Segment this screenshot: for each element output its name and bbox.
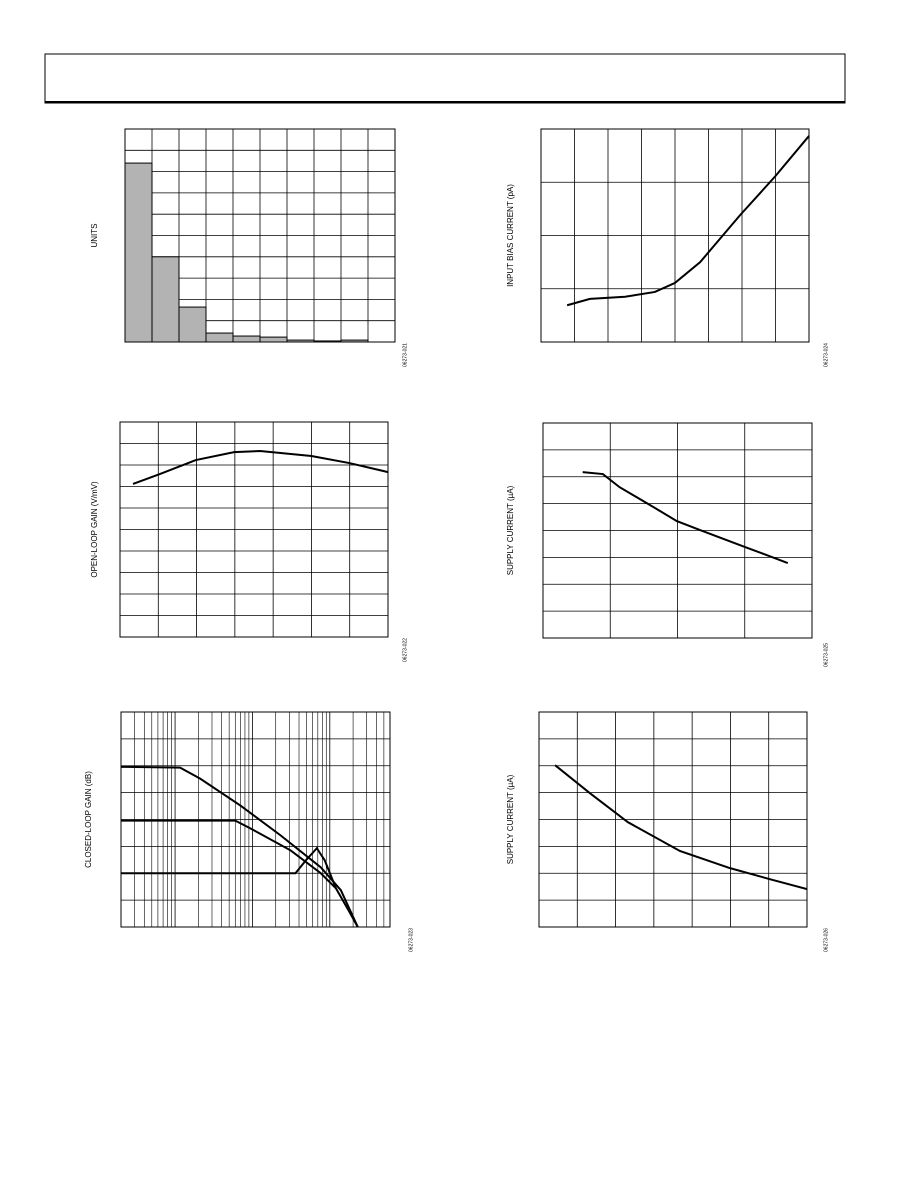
y-axis-label: INPUT BIAS CURRENT (pA) bbox=[506, 184, 515, 287]
figure-code: 06273-023 bbox=[408, 928, 414, 952]
bar bbox=[151, 256, 180, 343]
figure-code: 06273-022 bbox=[402, 638, 408, 662]
bar bbox=[124, 162, 153, 343]
header-box bbox=[44, 53, 846, 104]
y-axis-label: SUPPLY CURRENT (µA) bbox=[506, 774, 515, 864]
figure-code: 06273-021 bbox=[402, 343, 408, 367]
bar bbox=[340, 339, 369, 343]
data-line bbox=[554, 764, 808, 891]
y-axis-label: CLOSED-LOOP GAIN (dB) bbox=[84, 771, 93, 868]
data-line bbox=[121, 819, 337, 890]
figure-code: 06273-025 bbox=[823, 643, 829, 667]
y-axis-label: UNITS bbox=[90, 224, 99, 248]
y-axis-label: OPEN-LOOP GAIN (V/mV) bbox=[90, 481, 99, 578]
y-axis-label: SUPPLY CURRENT (µA) bbox=[506, 485, 515, 575]
data-line bbox=[566, 135, 810, 307]
bar bbox=[313, 340, 342, 343]
data-line bbox=[132, 450, 389, 485]
bar bbox=[286, 339, 315, 343]
bar bbox=[259, 336, 288, 343]
bar bbox=[205, 332, 234, 343]
data-line bbox=[120, 765, 359, 928]
data-line bbox=[121, 846, 359, 928]
figure-code: 06273-024 bbox=[823, 343, 829, 367]
bar bbox=[178, 306, 207, 343]
figure-code: 06273-026 bbox=[823, 928, 829, 952]
data-line bbox=[582, 471, 789, 564]
bar bbox=[232, 335, 261, 343]
